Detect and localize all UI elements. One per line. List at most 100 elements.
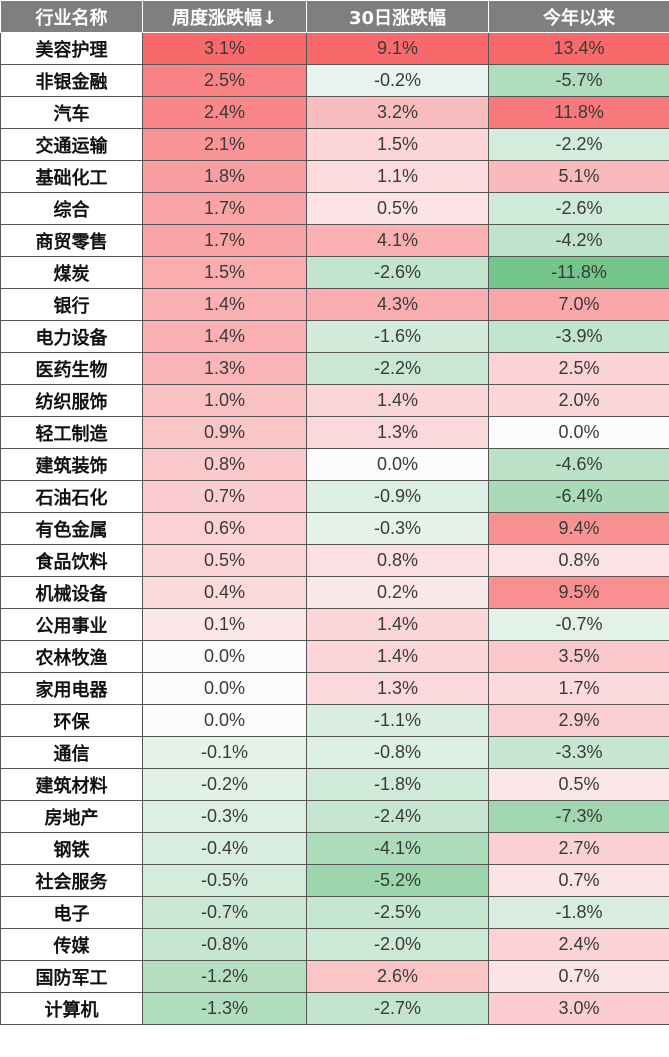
weekly-change-cell: 1.7% <box>142 192 307 225</box>
industry-name: 有色金属 <box>0 512 143 545</box>
industry-name: 社会服务 <box>0 864 143 897</box>
weekly-change-cell: -0.3% <box>142 800 307 833</box>
weekly-change-cell: 1.0% <box>142 384 307 417</box>
table-row: 钢铁 -0.4% -4.1% 2.7% <box>0 832 669 865</box>
change-30d-cell: 0.8% <box>306 544 489 577</box>
industry-name: 非银金融 <box>0 64 143 97</box>
table-row: 商贸零售 1.7% 4.1% -4.2% <box>0 224 669 257</box>
industry-name: 石油石化 <box>0 480 143 513</box>
change-30d-cell: 0.0% <box>306 448 489 481</box>
change-30d-cell: -2.5% <box>306 896 489 929</box>
change-30d-cell: 3.2% <box>306 96 489 129</box>
table-row: 机械设备 0.4% 0.2% 9.5% <box>0 576 669 609</box>
industry-name: 建筑材料 <box>0 768 143 801</box>
ytd-change-cell: 3.0% <box>488 992 669 1025</box>
table-row: 环保 0.0% -1.1% 2.9% <box>0 704 669 737</box>
weekly-change-cell: 0.0% <box>142 672 307 705</box>
table-row: 公用事业 0.1% 1.4% -0.7% <box>0 608 669 641</box>
table-row: 石油石化 0.7% -0.9% -6.4% <box>0 480 669 513</box>
ytd-change-cell: 11.8% <box>488 96 669 129</box>
change-30d-cell: -0.8% <box>306 736 489 769</box>
change-30d-cell: -2.4% <box>306 800 489 833</box>
table-row: 通信 -0.1% -0.8% -3.3% <box>0 736 669 769</box>
industry-name: 传媒 <box>0 928 143 961</box>
header-weekly-change[interactable]: 周度涨跌幅↓ <box>142 0 307 33</box>
weekly-change-cell: 0.8% <box>142 448 307 481</box>
ytd-change-cell: 2.4% <box>488 928 669 961</box>
change-30d-cell: 4.3% <box>306 288 489 321</box>
ytd-change-cell: 13.4% <box>488 32 669 65</box>
industry-name: 机械设备 <box>0 576 143 609</box>
weekly-change-cell: -1.2% <box>142 960 307 993</box>
industry-name: 房地产 <box>0 800 143 833</box>
weekly-change-cell: 2.5% <box>142 64 307 97</box>
change-30d-cell: -1.8% <box>306 768 489 801</box>
header-ytd-change[interactable]: 今年以来 <box>488 0 669 33</box>
change-30d-cell: -2.6% <box>306 256 489 289</box>
industry-name: 汽车 <box>0 96 143 129</box>
ytd-change-cell: 3.5% <box>488 640 669 673</box>
weekly-change-cell: 1.5% <box>142 256 307 289</box>
table-row: 传媒 -0.8% -2.0% 2.4% <box>0 928 669 961</box>
weekly-change-cell: -0.4% <box>142 832 307 865</box>
change-30d-cell: -2.7% <box>306 992 489 1025</box>
industry-name: 纺织服饰 <box>0 384 143 417</box>
table-row: 建筑装饰 0.8% 0.0% -4.6% <box>0 448 669 481</box>
ytd-change-cell: -1.8% <box>488 896 669 929</box>
industry-name: 基础化工 <box>0 160 143 193</box>
weekly-change-cell: 0.1% <box>142 608 307 641</box>
weekly-change-cell: 3.1% <box>142 32 307 65</box>
change-30d-cell: -2.0% <box>306 928 489 961</box>
change-30d-cell: 9.1% <box>306 32 489 65</box>
industry-name: 医药生物 <box>0 352 143 385</box>
industry-name: 家用电器 <box>0 672 143 705</box>
table-row: 银行 1.4% 4.3% 7.0% <box>0 288 669 321</box>
change-30d-cell: 1.1% <box>306 160 489 193</box>
weekly-change-cell: 1.4% <box>142 320 307 353</box>
table-row: 有色金属 0.6% -0.3% 9.4% <box>0 512 669 545</box>
ytd-change-cell: 2.9% <box>488 704 669 737</box>
weekly-change-cell: 1.7% <box>142 224 307 257</box>
ytd-change-cell: 0.7% <box>488 960 669 993</box>
weekly-change-cell: 2.1% <box>142 128 307 161</box>
weekly-change-cell: 0.4% <box>142 576 307 609</box>
table-row: 家用电器 0.0% 1.3% 1.7% <box>0 672 669 705</box>
table-row: 非银金融 2.5% -0.2% -5.7% <box>0 64 669 97</box>
industry-name: 综合 <box>0 192 143 225</box>
industry-returns-table: 行业名称 周度涨跌幅↓ 30日涨跌幅 今年以来 美容护理 3.1% 9.1% 13.4… <box>0 0 669 1025</box>
table-row: 基础化工 1.8% 1.1% 5.1% <box>0 160 669 193</box>
industry-name: 煤炭 <box>0 256 143 289</box>
table-row: 社会服务 -0.5% -5.2% 0.7% <box>0 864 669 897</box>
weekly-change-cell: 0.7% <box>142 480 307 513</box>
industry-name: 食品饮料 <box>0 544 143 577</box>
industry-name: 商贸零售 <box>0 224 143 257</box>
industry-name: 美容护理 <box>0 32 143 65</box>
table-row: 计算机 -1.3% -2.7% 3.0% <box>0 992 669 1025</box>
change-30d-cell: -0.3% <box>306 512 489 545</box>
change-30d-cell: 1.4% <box>306 608 489 641</box>
change-30d-cell: -1.6% <box>306 320 489 353</box>
table-row: 汽车 2.4% 3.2% 11.8% <box>0 96 669 129</box>
change-30d-cell: 0.5% <box>306 192 489 225</box>
industry-name: 交通运输 <box>0 128 143 161</box>
industry-name: 电力设备 <box>0 320 143 353</box>
change-30d-cell: 0.2% <box>306 576 489 609</box>
industry-name: 计算机 <box>0 992 143 1025</box>
weekly-change-cell: -0.7% <box>142 896 307 929</box>
change-30d-cell: -1.1% <box>306 704 489 737</box>
change-30d-cell: 2.6% <box>306 960 489 993</box>
industry-name: 轻工制造 <box>0 416 143 449</box>
change-30d-cell: 1.4% <box>306 640 489 673</box>
industry-name: 环保 <box>0 704 143 737</box>
table-row: 电子 -0.7% -2.5% -1.8% <box>0 896 669 929</box>
industry-name: 国防军工 <box>0 960 143 993</box>
ytd-change-cell: 2.7% <box>488 832 669 865</box>
table-row: 医药生物 1.3% -2.2% 2.5% <box>0 352 669 385</box>
ytd-change-cell: 9.4% <box>488 512 669 545</box>
table-row: 轻工制造 0.9% 1.3% 0.0% <box>0 416 669 449</box>
ytd-change-cell: 2.5% <box>488 352 669 385</box>
weekly-change-cell: -0.5% <box>142 864 307 897</box>
ytd-change-cell: -2.2% <box>488 128 669 161</box>
header-30d-change[interactable]: 30日涨跌幅 <box>306 0 489 33</box>
weekly-change-cell: 2.4% <box>142 96 307 129</box>
